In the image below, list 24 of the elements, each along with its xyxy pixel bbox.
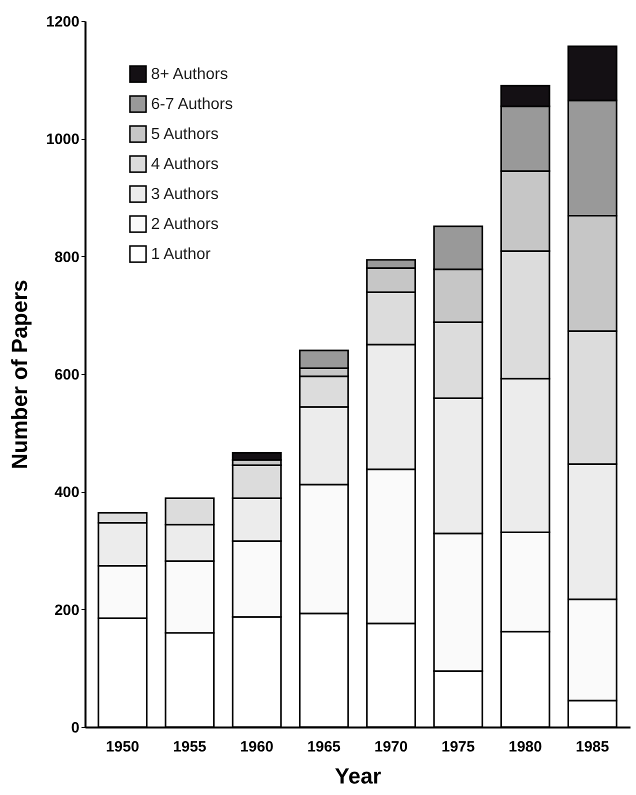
y-tick-label: 0 [71,720,80,736]
legend-label: 6-7 Authors [151,96,233,113]
x-axis-title: Year [334,764,382,788]
y-tick-label: 600 [54,366,80,384]
x-tick-label: 1980 [508,738,542,756]
legend-label: 3 Authors [151,186,219,203]
legend-label: 8+ Authors [151,66,228,83]
x-tick-label: 1975 [441,738,475,756]
x-tick-label: 1970 [374,738,408,756]
x-tick-label: 1985 [576,738,610,756]
y-tick-label: 1200 [46,14,80,30]
legend-label: 5 Authors [151,126,219,143]
y-tick-label: 400 [54,484,80,502]
y-tick-label: 800 [54,248,80,266]
y-axis-title: Number of Papers [7,280,32,470]
legend-label: 4 Authors [151,156,219,173]
x-tick-label: 1965 [307,738,341,756]
x-tick-label: 1955 [173,738,206,756]
x-tick-label: 1960 [240,738,274,756]
legend-label: 1 Author [151,246,212,263]
y-tick-label: 1000 [46,131,80,148]
y-tick-label: 200 [54,602,80,619]
legend-label: 2 Authors [151,216,219,233]
x-tick-label: 1950 [106,738,140,756]
